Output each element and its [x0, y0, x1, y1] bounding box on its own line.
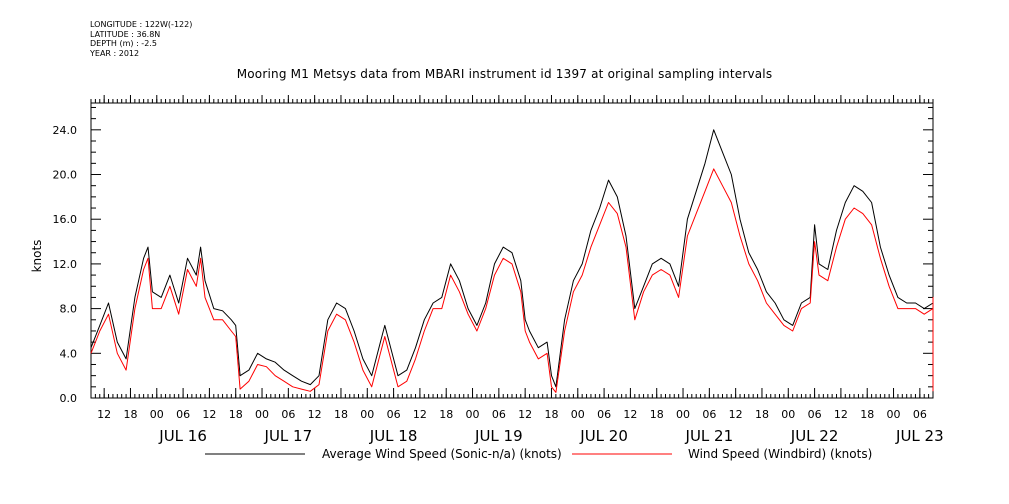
x-tick-label: 00 — [676, 408, 690, 421]
series-layer — [90, 129, 934, 393]
legend-label-average: Average Wind Speed (Sonic-n/a) (knots) — [322, 447, 562, 461]
x-tick-label: 12 — [308, 408, 322, 421]
year-label: YEAR : 2012 — [90, 48, 140, 58]
x-tick-label: 18 — [334, 408, 348, 421]
x-day-label: JUL 17 — [264, 427, 313, 445]
legend-label-windbird: Wind Speed (Windbird) (knots) — [688, 447, 872, 461]
x-tick-label: 12 — [729, 408, 743, 421]
x-tick-label: 06 — [808, 408, 822, 421]
x-day-label: JUL 23 — [895, 427, 944, 445]
x-day-label: JUL 18 — [369, 427, 418, 445]
latitude-label: LATITUDE : 36.8N — [90, 29, 161, 39]
x-tick-label: 12 — [413, 408, 427, 421]
y-tick-label: 8.0 — [60, 303, 78, 316]
x-day-label: JUL 20 — [579, 427, 628, 445]
x-day-label: JUL 22 — [790, 427, 839, 445]
y-tick-label: 12.0 — [53, 258, 78, 271]
x-tick-label: 18 — [229, 408, 243, 421]
x-tick-label: 00 — [571, 408, 585, 421]
x-tick-label: 00 — [466, 408, 480, 421]
y-tick-label: 0.0 — [60, 392, 78, 405]
x-day-label: JUL 16 — [158, 427, 207, 445]
x-tick-label: 06 — [597, 408, 611, 421]
y-tick-label: 16.0 — [53, 213, 78, 226]
x-tick-label: 12 — [834, 408, 848, 421]
chart-title: Mooring M1 Metsys data from MBARI instru… — [236, 67, 773, 81]
x-tick-label: 06 — [281, 408, 295, 421]
y-axis-label: knots — [30, 240, 44, 273]
x-tick-label: 06 — [702, 408, 716, 421]
plot-frame — [90, 102, 934, 399]
y-tick-label: 4.0 — [60, 347, 78, 360]
x-tick-label: 18 — [860, 408, 874, 421]
longitude-label: LONGITUDE : 122W(-122) — [90, 20, 193, 29]
y-tick-label: 24.0 — [53, 124, 78, 137]
x-tick-label: 00 — [887, 408, 901, 421]
x-day-label: JUL 19 — [474, 427, 523, 445]
x-tick-label: 18 — [544, 408, 558, 421]
x-tick-label: 12 — [623, 408, 637, 421]
x-tick-label: 06 — [913, 408, 927, 421]
depth-label: DEPTH (m) : -2.5 — [90, 39, 157, 48]
x-tick-label: 12 — [518, 408, 532, 421]
series-line-windbird — [90, 168, 934, 393]
x-tick-label: 12 — [97, 408, 111, 421]
x-tick-label: 00 — [781, 408, 795, 421]
x-day-label: JUL 21 — [685, 427, 734, 445]
series-line-average — [90, 129, 934, 388]
x-tick-label: 00 — [255, 408, 269, 421]
x-tick-label: 00 — [150, 408, 164, 421]
x-tick-label: 12 — [202, 408, 216, 421]
legend: Average Wind Speed (Sonic-n/a) (knots) W… — [205, 447, 872, 461]
x-tick-label: 18 — [650, 408, 664, 421]
x-tick-label: 06 — [387, 408, 401, 421]
y-tick-label: 20.0 — [53, 169, 78, 182]
axes-group: 0.0 4.0 8.0 12.0 16.0 20.0 24.0 12 18 00 06 12 18 00 0… — [53, 95, 944, 445]
x-tick-label: 18 — [755, 408, 769, 421]
x-tick-label: 06 — [176, 408, 190, 421]
x-tick-label: 06 — [492, 408, 506, 421]
x-tick-label: 00 — [360, 408, 374, 421]
x-tick-label: 18 — [439, 408, 453, 421]
x-tick-label: 18 — [123, 408, 137, 421]
metadata-block: LONGITUDE : 122W(-122) LATITUDE : 36.8N … — [90, 20, 192, 58]
